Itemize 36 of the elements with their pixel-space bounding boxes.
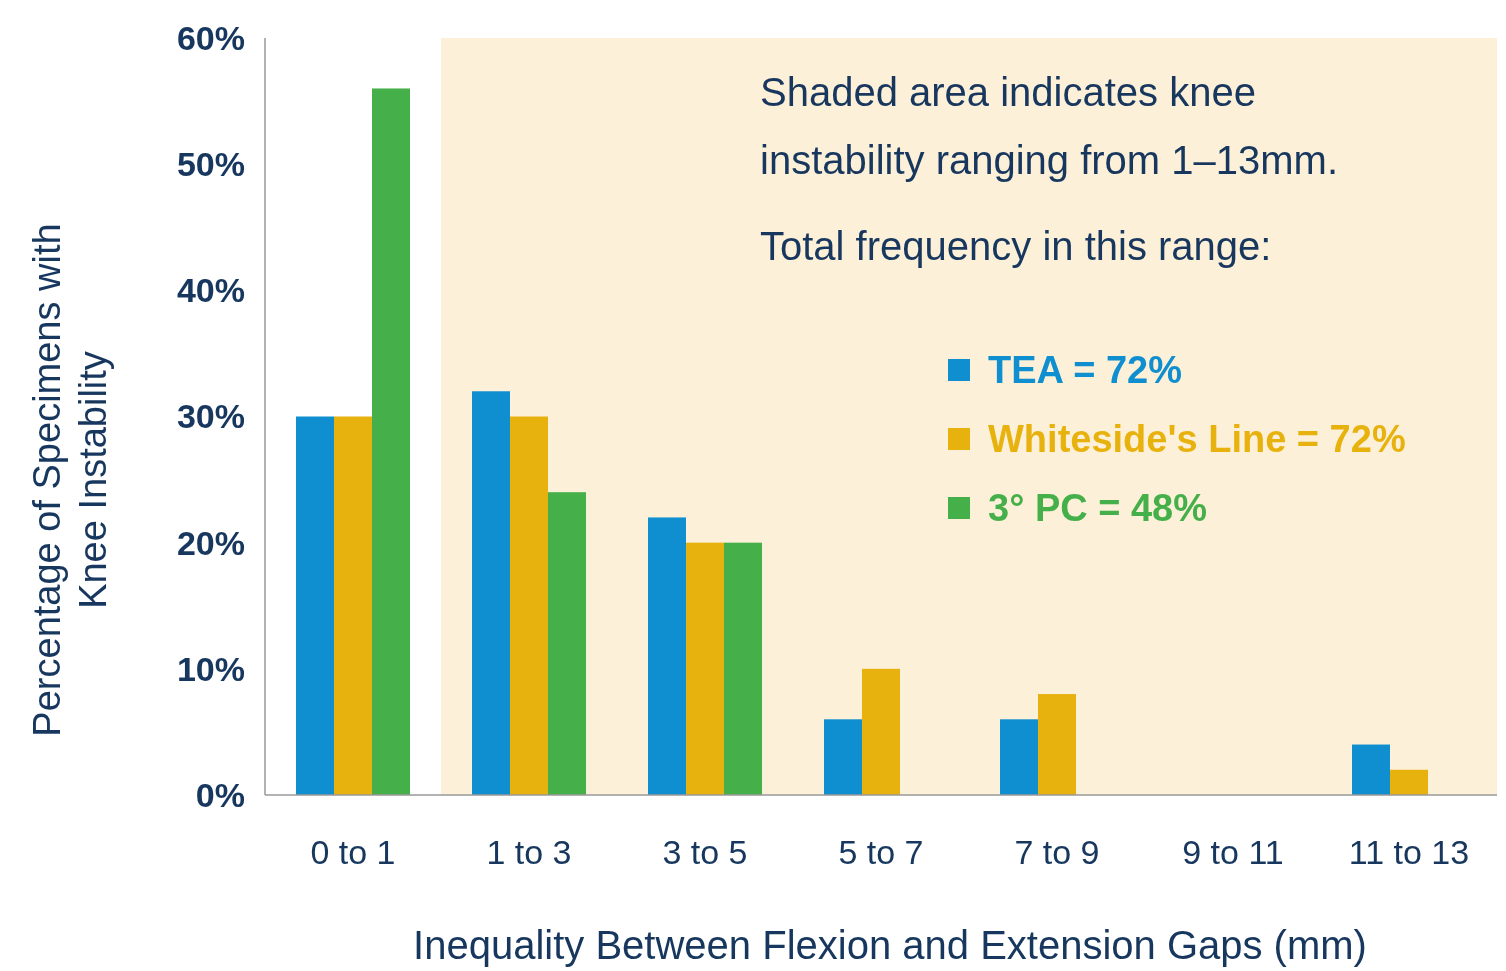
annotation: Total frequency in this range:: [760, 224, 1272, 268]
bar: [510, 416, 548, 795]
legend-label: 3° PC = 48%: [988, 487, 1208, 530]
bar: [1390, 769, 1428, 795]
bar: [472, 391, 510, 795]
legend-label: Whiteside's Line = 72%: [988, 418, 1406, 461]
x-tick-label: 1 to 3: [486, 832, 572, 871]
y-tick-label: 10%: [176, 649, 245, 688]
y-tick-label: 0%: [195, 775, 245, 814]
x-tick-label: 9 to 11: [1182, 832, 1284, 871]
bar: [334, 416, 372, 795]
x-tick-label: 3 to 5: [662, 832, 748, 871]
x-tick-label: 0 to 1: [310, 832, 396, 871]
bar: [686, 542, 724, 795]
bar: [548, 492, 586, 795]
bar: [296, 416, 334, 795]
y-tick-label: 50%: [176, 145, 245, 184]
y-tick-label: 30%: [176, 397, 245, 436]
x-tick-label: 5 to 7: [838, 832, 924, 871]
bar: [1038, 694, 1076, 795]
bar: [862, 668, 900, 795]
y-axis-title: Percentage of Specimens with Knee Instability: [26, 223, 114, 737]
x-tick-label: 11 to 13: [1348, 832, 1470, 871]
y-tick-label: 20%: [176, 523, 245, 562]
y-tick-label: 60%: [176, 18, 245, 57]
bar: [372, 88, 410, 795]
bar: [648, 517, 686, 795]
bar: [1352, 744, 1390, 795]
x-tick-label: 7 to 9: [1014, 832, 1100, 871]
bar: [1000, 719, 1038, 795]
bar: [724, 542, 762, 795]
bar: [824, 719, 862, 795]
legend-label: TEA = 72%: [988, 349, 1182, 392]
annotation: Shaded area indicates knee instability ranging from 1–13mm.: [760, 70, 1339, 182]
x-axis-title: Inequality Between Flexion and Extension Gaps (mm): [413, 923, 1367, 967]
y-tick-label: 40%: [176, 271, 245, 310]
